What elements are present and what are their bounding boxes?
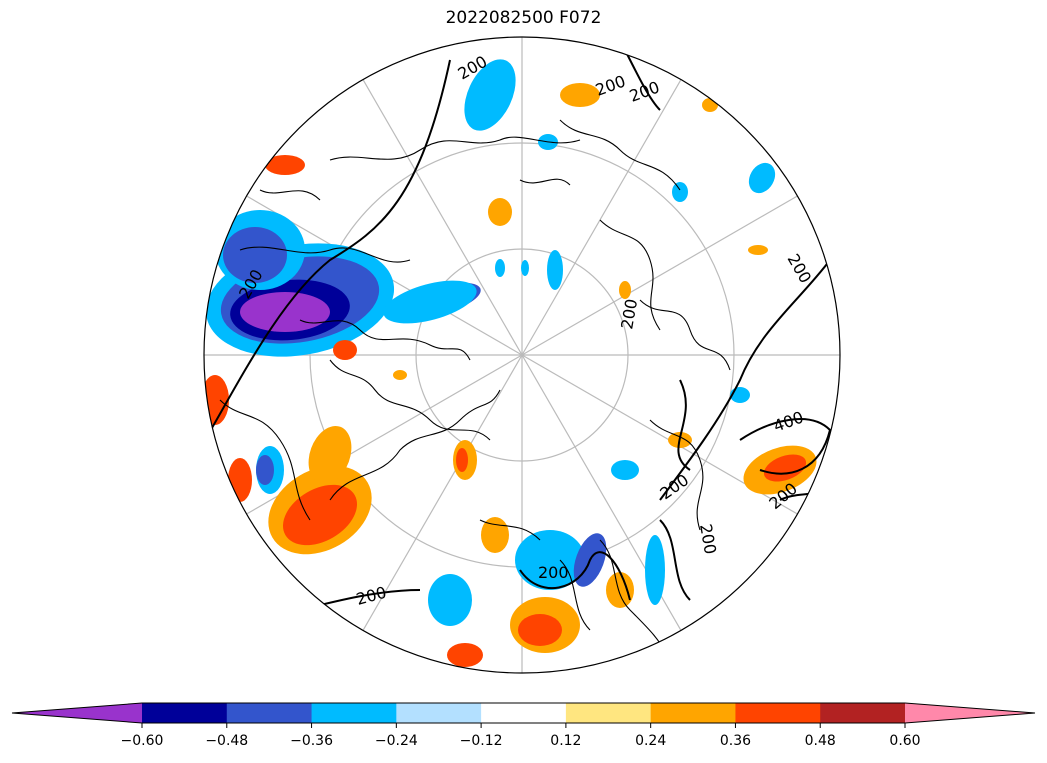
anomaly-region	[283, 484, 357, 546]
meridian-line	[521, 195, 798, 356]
anomaly-region	[481, 517, 509, 553]
colorbar-tick-label: 0.12	[550, 733, 581, 749]
anomaly-region	[428, 574, 472, 626]
colorbar-swatch	[565, 703, 652, 723]
colorbar-swatch	[396, 703, 482, 723]
anomaly-region	[763, 454, 807, 482]
map-boundary	[203, 36, 841, 674]
colorbar-tick-label: −0.24	[375, 733, 418, 749]
anomaly-region	[748, 245, 768, 255]
colorbar-tick-label: 0.24	[635, 733, 666, 749]
contour-label: 200	[696, 522, 720, 555]
colorbar-tick-label: −0.60	[121, 733, 164, 749]
anomaly-region	[518, 614, 562, 646]
contour-label: 200	[593, 71, 628, 99]
anomaly-region	[672, 182, 688, 202]
meridian-line	[362, 354, 523, 631]
contour-label: 400	[771, 407, 806, 435]
colorbar-swatch	[311, 703, 397, 723]
polar-map: 200 200 200 200 200 200 200 200 200 200 …	[203, 36, 841, 674]
contour-label: 200	[538, 563, 569, 582]
map-title: 2022082500 F072	[445, 8, 602, 28]
colorbar-tick-label: 0.60	[889, 733, 920, 749]
anomaly-region	[256, 455, 274, 485]
anomaly-region	[383, 280, 477, 324]
anomaly-region	[308, 425, 352, 485]
anomaly-region	[393, 370, 407, 380]
anomaly-region	[521, 260, 529, 276]
anomaly-region	[645, 535, 665, 605]
anomaly-region	[748, 162, 776, 194]
colorbar-extend-high	[905, 703, 1035, 723]
anomaly-region	[619, 281, 631, 299]
colorbar-swatch	[820, 703, 906, 723]
colorbar-tick-label: −0.48	[205, 733, 248, 749]
anomaly-region	[606, 572, 634, 608]
anomaly-region	[495, 259, 505, 277]
anomaly-region	[223, 227, 287, 283]
anomaly-region	[265, 155, 305, 175]
anomaly-region	[611, 460, 639, 480]
anomaly-region	[464, 59, 516, 131]
colorbar: −0.60 −0.48 −0.36 −0.24 −0.12 0.12 0.24 0.36 0.4…	[11, 702, 1036, 749]
anomaly-region	[447, 643, 483, 667]
coastlines	[219, 119, 731, 661]
anomaly-region	[488, 198, 512, 226]
colorbar-tick-label: −0.12	[460, 733, 503, 749]
meridian-line	[521, 79, 682, 356]
colorbar-swatch	[226, 703, 313, 723]
meridian-line	[362, 79, 523, 356]
colorbar-swatch	[735, 703, 821, 723]
colorbar-extend-low	[12, 703, 142, 723]
colorbar-swatch	[650, 703, 736, 723]
colorbar-tick-label: 0.36	[720, 733, 751, 749]
contour-label: 200	[354, 583, 388, 609]
anomaly-region	[515, 530, 585, 590]
colorbar-swatch	[142, 703, 228, 723]
anomaly-region	[228, 458, 252, 502]
contour-label: 200	[627, 77, 662, 105]
colorbar-swatch	[481, 703, 567, 723]
anomaly-region	[547, 250, 563, 290]
anomaly-region	[702, 98, 718, 112]
contour-label: 200	[617, 297, 641, 330]
colorbar-tick-label: 0.48	[805, 733, 836, 749]
anomaly-region	[560, 83, 600, 107]
anomaly-region	[333, 340, 357, 360]
colorbar-tick-label: −0.36	[290, 733, 333, 749]
contour-label: 200	[784, 251, 816, 287]
anomaly-region	[456, 448, 468, 472]
